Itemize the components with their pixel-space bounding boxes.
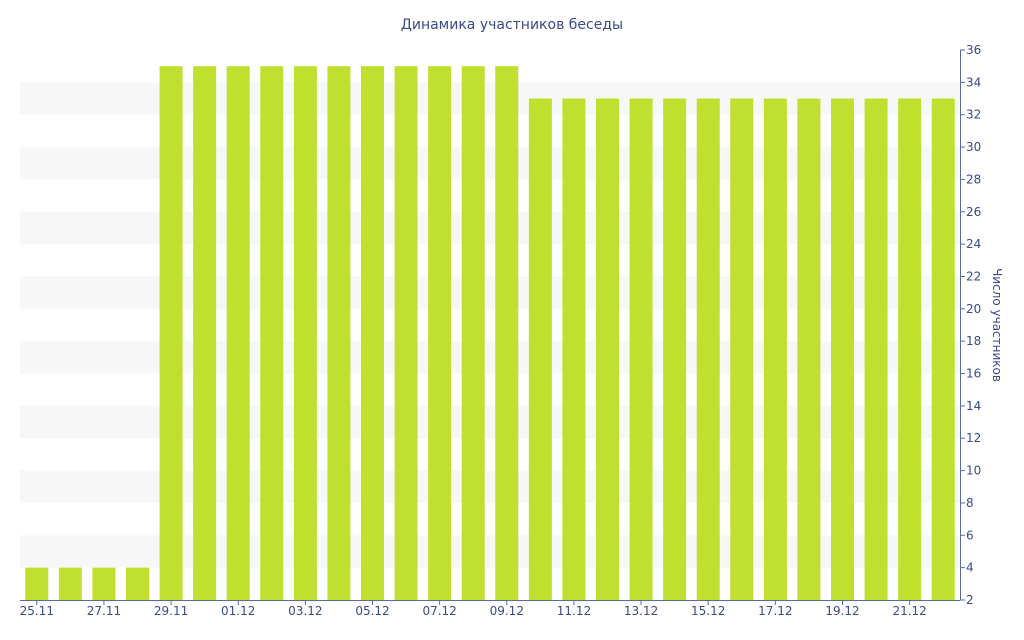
bar — [193, 66, 217, 601]
y-tick-label: 18 — [966, 334, 981, 348]
bar — [461, 66, 485, 601]
bar — [226, 66, 250, 601]
bar — [58, 567, 82, 600]
y-tick-label: 34 — [966, 75, 981, 89]
bar — [260, 66, 284, 601]
y-tick-label: 28 — [966, 172, 981, 186]
x-tick-label: 21.12 — [892, 604, 926, 618]
y-tick-label: 8 — [966, 496, 974, 510]
x-tick-label: 05.12 — [355, 604, 389, 618]
y-tick-label: 14 — [966, 399, 981, 413]
bar — [293, 66, 317, 601]
bar — [159, 66, 183, 601]
y-tick-label: 6 — [966, 528, 974, 542]
y-tick-label: 4 — [966, 561, 974, 575]
y-tick-label: 16 — [966, 367, 981, 381]
y-tick-label: 20 — [966, 302, 981, 316]
y-tick-label: 22 — [966, 269, 981, 283]
bar — [629, 98, 653, 600]
y-tick-label: 2 — [966, 593, 974, 607]
bar — [864, 98, 888, 600]
bars — [25, 66, 955, 601]
y-tick-label: 36 — [966, 43, 981, 57]
chart-title: Динамика участников беседы — [401, 17, 623, 33]
y-tick-label: 10 — [966, 464, 981, 478]
bar — [361, 66, 384, 601]
bar — [730, 98, 754, 600]
y-tick-label: 24 — [966, 237, 981, 251]
x-tick-label: 19.12 — [825, 604, 859, 618]
bar — [495, 66, 519, 601]
x-tick-label: 25.11 — [20, 604, 54, 618]
y-tick-label: 32 — [966, 108, 981, 122]
bar — [663, 98, 687, 600]
bar — [696, 98, 720, 600]
x-tick-label: 15.12 — [691, 604, 725, 618]
bar — [25, 567, 49, 600]
bar — [562, 98, 586, 600]
bar — [797, 98, 821, 600]
x-tick-label: 09.12 — [490, 604, 524, 618]
bar — [831, 98, 854, 600]
x-tick-label: 17.12 — [758, 604, 792, 618]
x-tick-label: 29.11 — [154, 604, 188, 618]
x-tick-label: 03.12 — [288, 604, 322, 618]
x-tick-label: 13.12 — [624, 604, 658, 618]
bar — [931, 98, 955, 600]
y-axis-label: Число участников — [990, 268, 1004, 382]
y-tick-label: 30 — [966, 140, 981, 154]
bar — [126, 567, 149, 600]
y-tick-label: 26 — [966, 205, 981, 219]
bar — [92, 567, 116, 600]
bar — [596, 98, 619, 600]
x-tick-label: 01.12 — [221, 604, 255, 618]
x-tick-label: 27.11 — [87, 604, 121, 618]
bar — [428, 66, 452, 601]
bar — [898, 98, 922, 600]
bar — [394, 66, 418, 601]
x-tick-label: 11.12 — [557, 604, 591, 618]
bar — [763, 98, 787, 600]
bar — [528, 98, 552, 600]
bar — [327, 66, 351, 601]
x-tick-label: 07.12 — [422, 604, 456, 618]
y-tick-label: 12 — [966, 431, 981, 445]
